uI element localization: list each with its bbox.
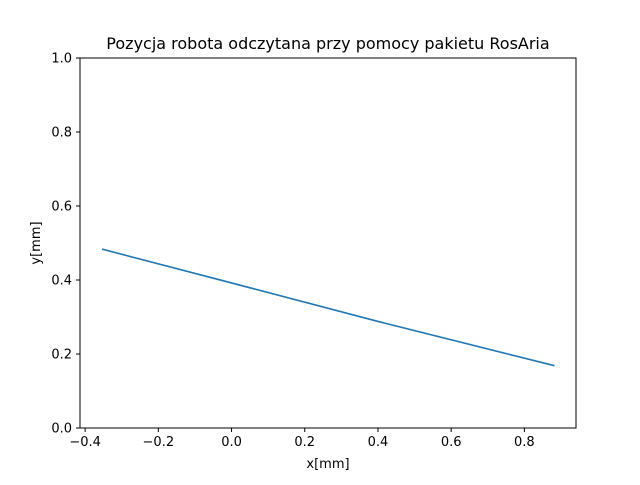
x-tick-label: 0.4 [368, 435, 389, 450]
x-tick-label: 0.0 [221, 435, 242, 450]
y-tick-label: 0.2 [51, 348, 72, 363]
y-tick-label: 0.8 [51, 126, 72, 141]
chart-title: Pozycja robota odczytana przy pomocy pak… [106, 34, 549, 53]
x-tick-label: 0.6 [441, 435, 462, 450]
x-axis-label: x[mm] [306, 457, 349, 472]
x-tick-label: −0.4 [69, 435, 101, 450]
y-tick-label: 0.6 [51, 200, 72, 215]
y-tick-label: 0.0 [51, 422, 72, 437]
series-layer [101, 248, 555, 367]
x-tick-label: −0.2 [143, 435, 175, 450]
y-axis-label: y[mm] [29, 221, 44, 264]
y-tick-label: 1.0 [51, 52, 72, 67]
y-tick-label: 0.4 [51, 274, 72, 289]
plot-frame [79, 57, 577, 429]
x-axis-ticks: −0.4 −0.2 0.0 0.2 0.4 0.6 0.8 [69, 428, 535, 450]
plot-area [80, 58, 576, 428]
x-tick-label: 0.8 [514, 435, 535, 450]
y-axis-ticks: 0.0 0.2 0.4 0.6 0.8 1.0 [51, 52, 80, 437]
x-tick-label: 0.2 [294, 435, 315, 450]
series-line [101, 248, 555, 367]
